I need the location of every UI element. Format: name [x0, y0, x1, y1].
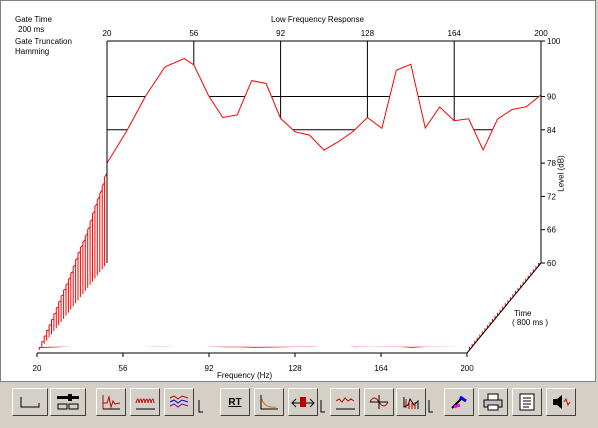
level-tick-label: 78: [547, 159, 556, 168]
bottom-frequency-tick-label: 128: [288, 364, 302, 373]
window-type-label: Hamming: [15, 47, 50, 56]
bottom-frequency-tick-label: 200: [460, 364, 474, 373]
multi-trace-icon: [169, 395, 189, 408]
display-settings-button[interactable]: [50, 388, 86, 416]
gate-time-label: Gate Time: [15, 15, 52, 24]
level-tick-label: 84: [547, 126, 556, 135]
baseline-icon: [20, 397, 40, 408]
color-map-button[interactable]: [444, 388, 474, 416]
color-palette-icon: [451, 395, 467, 409]
gate-marker-icon: [291, 397, 315, 408]
audio-output-button[interactable]: [546, 388, 576, 416]
waterfall-icon: [403, 397, 419, 409]
bottom-frequency-tick-label: 20: [33, 364, 42, 373]
decay-icon: [260, 395, 278, 410]
sliders-icon: [57, 394, 79, 410]
speaker-icon: [553, 395, 571, 409]
x-axis-label: Frequency (Hz): [217, 371, 273, 380]
gate-truncation-label: Gate Truncation: [15, 37, 72, 46]
multi-trace-button[interactable]: [164, 388, 194, 416]
impulse-response-button[interactable]: [96, 388, 126, 416]
gate-time-value: 200 ms: [18, 25, 45, 34]
frequency-response-icon: [335, 397, 355, 410]
level-tick-label: 100: [547, 37, 561, 46]
waterfall-3d-button[interactable]: [396, 388, 426, 416]
level-tick-label: 66: [547, 226, 556, 235]
top-frequency-tick-label: 56: [189, 29, 198, 38]
energy-decay-button[interactable]: [254, 388, 284, 416]
bottom-frequency-tick-label: 56: [119, 364, 128, 373]
time-axis-line: [466, 262, 542, 354]
top-frequency-tick-label: 128: [361, 29, 375, 38]
notes-icon: [519, 393, 535, 411]
toolbar: RT: [0, 384, 598, 428]
bottom-frequency-tick-label: 92: [205, 364, 214, 373]
time-range-label: ( 800 ms ): [512, 318, 549, 327]
plot-area: 20 56 92 128 164 200 20 56 92 128 164 200 100 90 84 78 7…: [0, 0, 596, 382]
toolbar-separator: [428, 390, 434, 414]
top-frequency-tick-label: 20: [103, 29, 112, 38]
gate-marker-button[interactable]: [288, 388, 318, 416]
toolbar-separator: [320, 390, 326, 414]
toolbar-separator: [198, 390, 204, 414]
level-tick-label: 72: [547, 192, 556, 201]
tone-burst-button[interactable]: [130, 388, 160, 416]
notes-button[interactable]: [512, 388, 542, 416]
level-tick-label: 60: [547, 259, 556, 268]
top-frequency-tick-label: 92: [276, 29, 285, 38]
chart-title: Low Frequency Response: [271, 15, 364, 24]
waterfall-slice-fill: [107, 58, 541, 263]
baseline-tool-button[interactable]: [12, 388, 48, 416]
printer-icon: [483, 393, 503, 411]
top-frequency-tick-label: 200: [534, 29, 548, 38]
impulse-icon: [102, 395, 121, 410]
phase-response-button[interactable]: [364, 388, 394, 416]
rt-button[interactable]: RT: [220, 388, 250, 416]
time-axis-label: Time: [514, 309, 532, 318]
rt-icon: RT: [228, 396, 242, 408]
top-frequency-tick-label: 164: [448, 29, 462, 38]
level-tick-label: 90: [547, 93, 556, 102]
waterfall-slice: [106, 58, 542, 263]
frequency-response-button[interactable]: [330, 388, 360, 416]
y-axis-label: Level (dB): [556, 155, 566, 192]
phase-icon: [369, 395, 389, 409]
tone-burst-icon: [135, 398, 155, 410]
print-button[interactable]: [478, 388, 508, 416]
waterfall-slices: [37, 58, 542, 354]
bottom-frequency-tick-label: 164: [374, 364, 388, 373]
